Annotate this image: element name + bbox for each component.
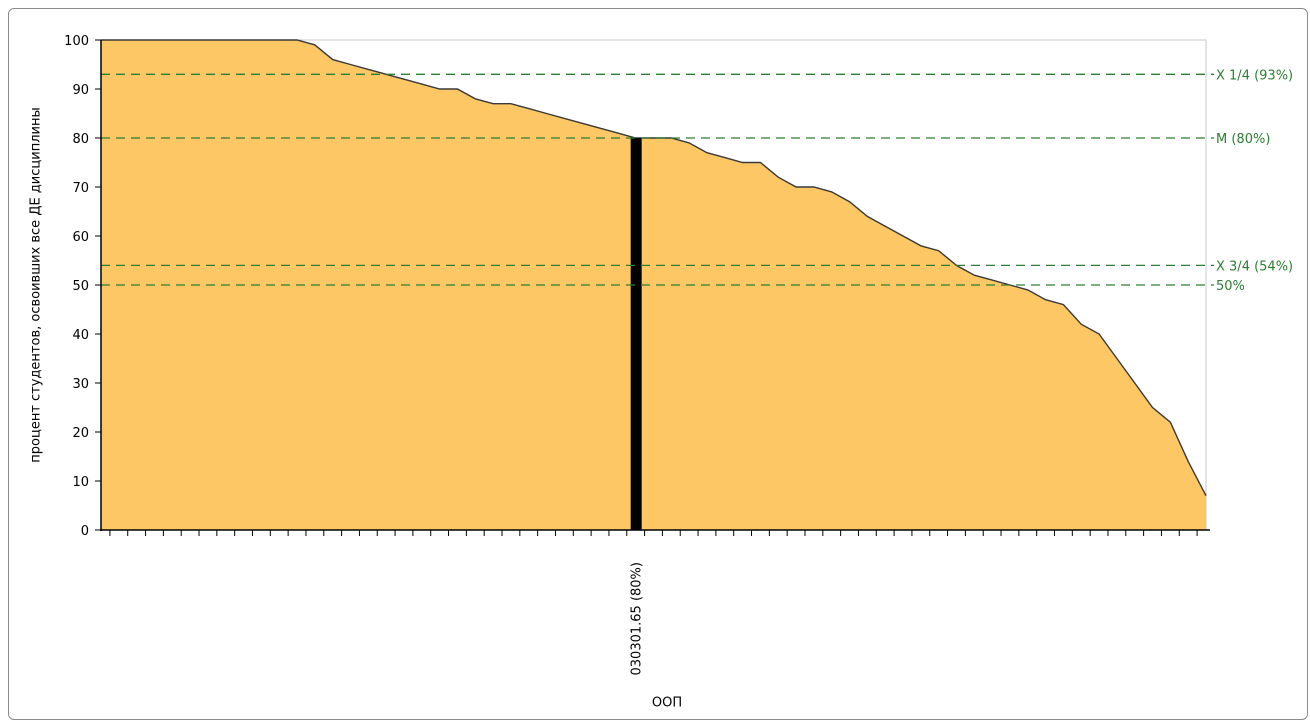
reference-label: М (80%) bbox=[1216, 132, 1270, 147]
y-tick-label: 60 bbox=[72, 230, 89, 245]
x-axis-title: ООП bbox=[651, 695, 683, 711]
reference-label: X 3/4 (54%) bbox=[1216, 259, 1293, 274]
reference-label: 50% bbox=[1216, 279, 1245, 294]
y-tick-label: 90 bbox=[72, 83, 89, 98]
y-axis-title: процент студентов, освоивших все ДЕ дисц… bbox=[28, 107, 44, 463]
y-tick-label: 50 bbox=[72, 279, 89, 294]
y-tick-label: 100 bbox=[64, 34, 89, 49]
y-tick-label: 40 bbox=[72, 328, 89, 343]
reference-label: X 1/4 (93%) bbox=[1216, 68, 1293, 83]
y-tick-label: 30 bbox=[72, 377, 89, 392]
y-tick-label: 20 bbox=[72, 426, 89, 441]
highlight-label: 030301.65 (80%) bbox=[630, 562, 645, 675]
highlight-bar bbox=[630, 138, 642, 530]
y-tick-label: 70 bbox=[72, 181, 89, 196]
y-tick-label: 80 bbox=[72, 132, 89, 147]
y-tick-label: 10 bbox=[72, 475, 89, 490]
area-fill bbox=[101, 40, 1206, 530]
y-tick-label: 0 bbox=[81, 524, 89, 539]
series-line bbox=[101, 39, 1207, 497]
